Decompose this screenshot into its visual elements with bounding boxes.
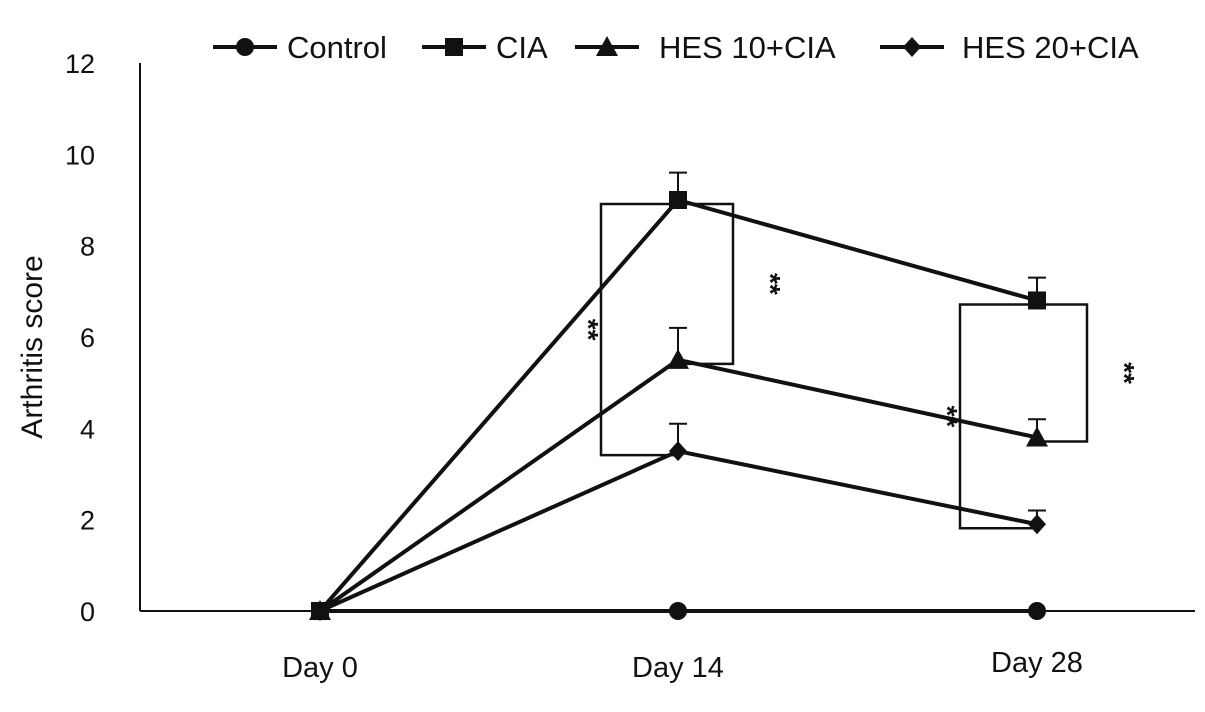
y-tick-label: 2 xyxy=(80,506,95,536)
y-axis-title: Arthritis score xyxy=(16,255,49,438)
significance-brackets: ** ** ** ** xyxy=(573,202,1140,530)
legend-label-hes-20-cia: HES 20+CIA xyxy=(962,30,1139,65)
y-tick-label: 4 xyxy=(80,414,95,444)
y-tick-label: 6 xyxy=(80,323,95,353)
y-tick-label: 0 xyxy=(80,597,95,627)
legend-label-cia: CIA xyxy=(496,30,548,65)
x-tick-label: Day 14 xyxy=(632,652,724,684)
series-line-hes-20-cia xyxy=(319,449,1038,613)
legend-marker-cia xyxy=(445,38,463,56)
series-line-cia xyxy=(318,198,1038,613)
data-point-cia xyxy=(1028,291,1046,310)
data-point-cia xyxy=(669,191,687,209)
data-point-hes-20-cia xyxy=(1028,514,1046,535)
significance-label: ** xyxy=(932,405,963,427)
significance-label: ** xyxy=(1109,362,1140,384)
data-point-hes-10-cia xyxy=(667,348,689,369)
data-point-control xyxy=(1028,602,1046,620)
y-tick-label: 8 xyxy=(80,232,95,262)
significance-bracket xyxy=(958,303,1035,530)
y-tick-label: 12 xyxy=(65,49,95,79)
x-tick-label: Day 0 xyxy=(282,652,358,684)
x-tick-label: Day 28 xyxy=(991,647,1083,679)
data-point-hes-20-cia xyxy=(669,441,687,462)
significance-label: ** xyxy=(755,273,786,295)
data-point-control xyxy=(669,602,687,620)
legend: Control CIA HES 10+CIA HES 20+CIA xyxy=(213,30,1139,65)
significance-bracket xyxy=(1037,303,1089,443)
y-tick-label: 10 xyxy=(65,140,95,170)
legend-marker-hes-10-cia xyxy=(596,36,618,56)
legend-marker-control xyxy=(236,38,254,56)
significance-bracket xyxy=(599,202,676,457)
significance-label: ** xyxy=(573,319,604,341)
significance-bracket xyxy=(683,202,735,366)
legend-label-hes-10-cia: HES 10+CIA xyxy=(659,30,836,65)
data-point-cia xyxy=(311,602,329,620)
legend-label-control: Control xyxy=(287,30,387,65)
error-bars xyxy=(669,171,1046,525)
series-lines xyxy=(318,198,1038,613)
axes: 0 2 4 6 8 10 12 Arthritis score Day 0 Day 14 Day 2… xyxy=(16,49,1195,684)
legend-marker-hes-20-cia xyxy=(903,37,921,57)
